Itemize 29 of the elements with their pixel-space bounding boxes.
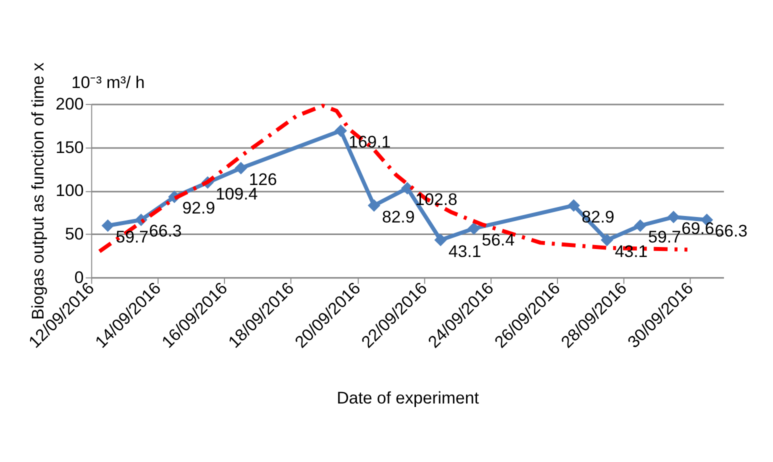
point bbox=[434, 234, 447, 246]
y-tick-label: 0 bbox=[74, 268, 84, 287]
data-label: 59.7 bbox=[116, 227, 149, 246]
data-label: 92.9 bbox=[182, 198, 216, 218]
data-label: 56.4 bbox=[482, 230, 515, 250]
data-label: 66.3 bbox=[149, 222, 182, 241]
data-label: 66.3 bbox=[714, 222, 748, 241]
point bbox=[368, 199, 380, 212]
x-axis-title: Date of experiment bbox=[336, 388, 480, 408]
y-tick-label: 200 bbox=[56, 94, 84, 114]
data-label: 59.7 bbox=[648, 227, 681, 246]
y-tick-label: 150 bbox=[56, 138, 84, 157]
text: 10⁻³ m³/ h bbox=[71, 73, 145, 92]
point bbox=[334, 124, 348, 138]
data-label: 43.1 bbox=[448, 242, 482, 261]
point bbox=[102, 219, 114, 232]
point bbox=[634, 219, 647, 232]
data-label: 82.9 bbox=[382, 207, 415, 226]
data-label: 69.6 bbox=[681, 218, 714, 238]
point bbox=[468, 222, 480, 235]
point bbox=[234, 162, 248, 174]
data-label: 169.1 bbox=[348, 132, 391, 152]
point bbox=[667, 210, 680, 224]
point bbox=[567, 199, 580, 212]
point bbox=[401, 182, 414, 195]
data-label: 43.1 bbox=[614, 242, 648, 261]
y-tick-label: 100 bbox=[56, 181, 84, 200]
y-tick-label: 50 bbox=[65, 224, 84, 244]
point bbox=[600, 234, 614, 246]
